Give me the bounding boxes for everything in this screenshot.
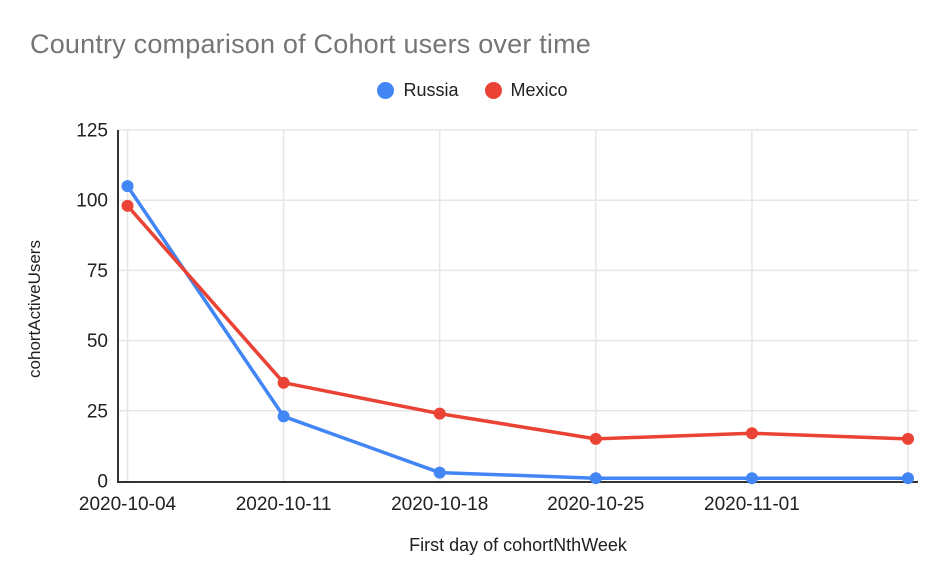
data-point-mexico[interactable]: [589, 432, 602, 445]
legend-swatch-icon: [377, 81, 395, 99]
y-axis-title: cohortActiveUsers: [25, 240, 44, 378]
y-tick-label: 75: [87, 261, 108, 282]
series-line-mexico[interactable]: [125, 204, 910, 441]
data-point-russia[interactable]: [745, 472, 758, 485]
legend-label: Russia: [403, 79, 459, 100]
data-point-russia[interactable]: [902, 472, 914, 485]
data-point-russia[interactable]: [589, 472, 602, 485]
x-tick-label: 2020-10-11: [236, 494, 332, 515]
y-tick-label: 0: [97, 472, 108, 493]
series-line-russia[interactable]: [125, 184, 910, 480]
legend-label: Mexico: [510, 79, 568, 100]
data-point-mexico[interactable]: [902, 432, 914, 445]
data-point-mexico[interactable]: [277, 376, 290, 389]
data-point-russia[interactable]: [121, 180, 134, 193]
data-point-mexico[interactable]: [433, 407, 446, 420]
x-tick-label: 2020-10-25: [547, 494, 644, 515]
y-tick-label: 50: [87, 331, 108, 352]
legend-swatch-icon: [484, 81, 502, 99]
y-tick-label: 25: [87, 401, 108, 422]
legend-item-mexico: Mexico: [484, 79, 568, 101]
data-point-russia[interactable]: [277, 410, 290, 423]
y-tick-label: 125: [76, 121, 108, 142]
x-tick-label: 2020-10-18: [391, 494, 488, 515]
x-tick-label: 2020-10-04: [79, 494, 177, 515]
y-tick-label: 100: [76, 191, 108, 212]
chart-title: Country comparison of Cohort users over …: [30, 29, 592, 59]
x-axis-title: First day of cohortNthWeek: [409, 535, 627, 555]
data-point-mexico[interactable]: [745, 427, 758, 440]
data-point-russia[interactable]: [433, 466, 446, 479]
chart-legend: Russia Mexico: [0, 77, 945, 103]
x-tick-label: 2020-11-01: [704, 494, 800, 515]
data-point-mexico[interactable]: [121, 199, 134, 212]
legend-item-russia: Russia: [377, 79, 459, 101]
